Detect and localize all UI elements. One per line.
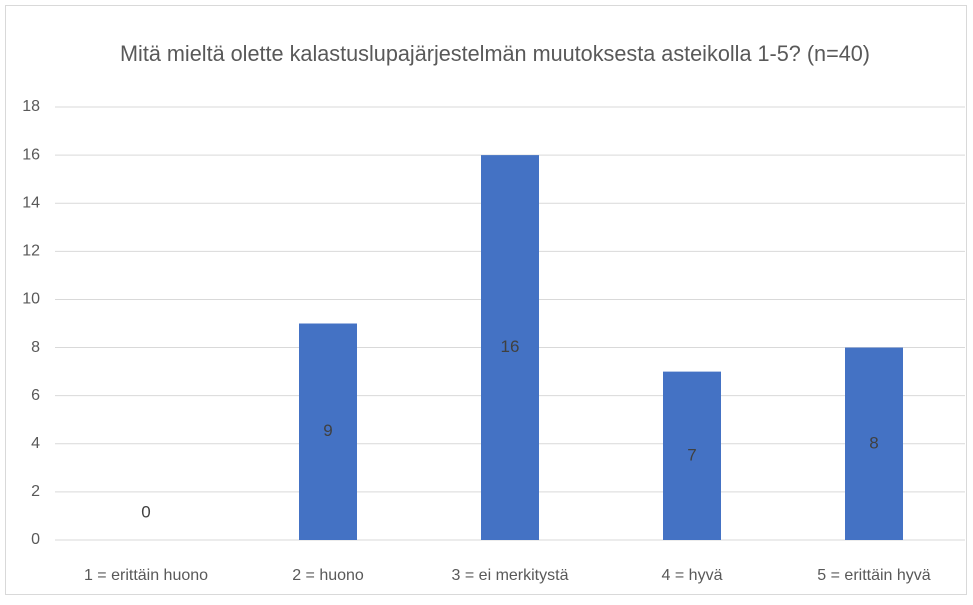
y-tick-label: 8 <box>31 339 40 356</box>
data-label: 8 <box>869 433 878 452</box>
y-tick-label: 12 <box>22 243 40 260</box>
y-tick-label: 0 <box>31 531 40 548</box>
data-label: 9 <box>323 421 332 440</box>
x-tick-label: 1 = erittäin huono <box>84 567 208 584</box>
y-tick-label: 6 <box>31 387 40 404</box>
bar <box>299 323 357 540</box>
bar <box>663 371 721 540</box>
bar <box>845 347 903 540</box>
chart-title: Mitä mieltä olette kalastuslupajärjestel… <box>120 41 870 66</box>
x-tick-label: 4 = hyvä <box>662 567 723 584</box>
bar <box>481 155 539 540</box>
y-tick-label: 4 <box>31 435 40 452</box>
y-tick-label: 10 <box>22 291 40 308</box>
data-label: 7 <box>687 445 696 464</box>
y-tick-label: 16 <box>22 146 40 163</box>
y-tick-label: 2 <box>31 483 40 500</box>
y-tick-label: 14 <box>22 194 40 211</box>
x-tick-label: 3 = ei merkitystä <box>452 567 569 584</box>
data-label: 0 <box>141 502 150 521</box>
x-tick-label: 5 = erittäin hyvä <box>817 567 931 584</box>
y-tick-label: 18 <box>22 98 40 115</box>
data-label: 16 <box>501 337 520 356</box>
x-tick-label: 2 = huono <box>292 567 364 584</box>
